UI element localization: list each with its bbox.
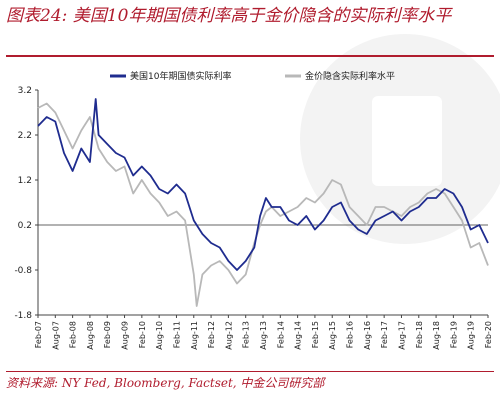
x-tick-label: Feb-11 [172, 321, 181, 348]
x-tick-label: Feb-08 [69, 321, 78, 348]
x-tick-label: Aug-13 [259, 321, 268, 350]
x-tick-label: Aug-18 [432, 321, 441, 350]
x-tick-label: Feb-14 [276, 321, 285, 348]
x-tick-label: Feb-20 [484, 321, 493, 348]
y-tick-label: -1.8 [14, 311, 32, 321]
y-tick-label: 3.2 [18, 86, 32, 96]
title-rule [6, 55, 494, 57]
chart-title: 图表24: 美国10年期国债利率高于金价隐含的实际利率水平 [6, 6, 452, 26]
y-tick-label: 1.2 [18, 176, 32, 186]
x-tick-label: Aug-12 [224, 321, 233, 350]
x-tick-label: Aug-09 [121, 321, 130, 350]
x-tick-label: Aug-17 [397, 321, 406, 350]
x-tick-label: Feb-13 [242, 321, 251, 348]
source-note: 资料来源: NY Fed, Bloomberg, Factset, 中金公司研究… [6, 376, 325, 390]
x-tick-label: Feb-17 [380, 321, 389, 348]
x-tick-label: Feb-09 [103, 321, 112, 348]
x-tick-label: Feb-12 [207, 321, 216, 348]
legend-label: 美国10年期国债实际利率 [130, 70, 231, 82]
x-tick-label: Aug-07 [51, 321, 60, 350]
x-tick-label: Feb-10 [138, 321, 147, 348]
watermark-logo [300, 34, 500, 244]
series-line-us10y-real-rate [37, 98, 489, 271]
y-tick-label: 0.2 [18, 221, 32, 231]
series-line-gold-implied-rate [37, 102, 489, 307]
x-tick-label: Aug-08 [86, 321, 95, 350]
legend-label: 金价隐含实际利率水平 [305, 70, 395, 82]
y-tick-label: -0.8 [14, 266, 32, 276]
x-tick-label: Aug-15 [328, 321, 337, 350]
source-rule [6, 371, 494, 372]
x-tick-label: Aug-14 [294, 321, 303, 350]
x-tick-label: Aug-10 [155, 321, 164, 350]
x-tick-label: Feb-18 [415, 321, 424, 348]
x-tick-label: Feb-19 [449, 321, 458, 348]
y-tick-label: 2.2 [18, 131, 32, 141]
x-tick-label: Feb-16 [346, 321, 355, 348]
x-tick-label: Aug-11 [190, 321, 199, 350]
x-tick-label: Feb-07 [34, 321, 43, 348]
x-tick-label: Aug-19 [467, 321, 476, 350]
x-tick-label: Aug-16 [363, 321, 372, 350]
x-tick-label: Feb-15 [311, 321, 320, 348]
